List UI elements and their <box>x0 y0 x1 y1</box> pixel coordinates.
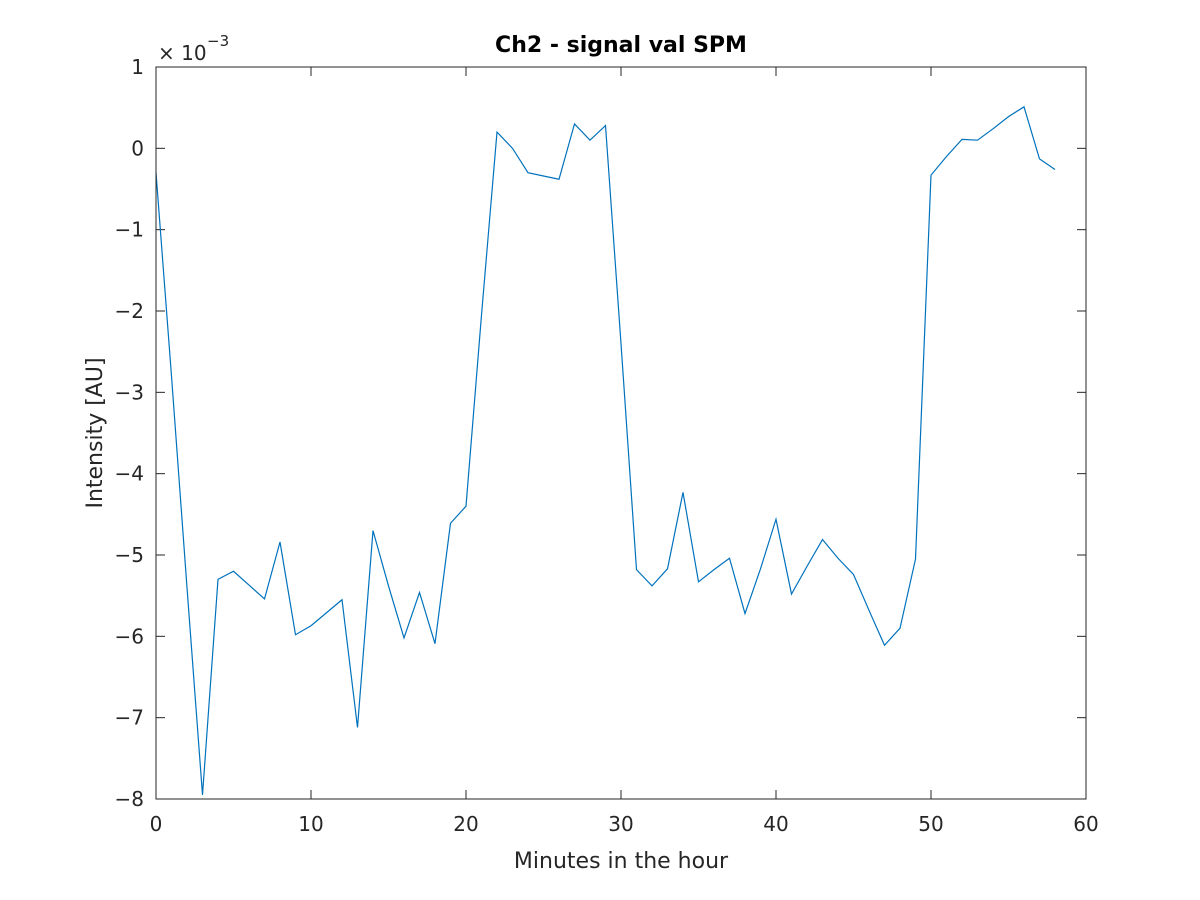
x-tick-label: 30 <box>608 812 633 836</box>
plot-background <box>156 67 1086 799</box>
series-group <box>155 105 1056 795</box>
y-tick-label: −4 <box>115 462 144 486</box>
x-axis-label: Minutes in the hour <box>514 849 729 874</box>
y-tick-label: −2 <box>115 299 144 323</box>
y-tick-label: −5 <box>115 543 144 567</box>
x-tick-label: 0 <box>150 812 163 836</box>
x-tick-label: 20 <box>453 812 478 836</box>
y-tick-label: −6 <box>115 624 144 648</box>
y-tick-label: −7 <box>115 706 144 730</box>
y-tick-label: −3 <box>115 380 144 404</box>
chart-title: Ch2 - signal val SPM <box>495 33 747 58</box>
x-tick-labels: 0 10 20 30 40 50 60 <box>150 812 1099 836</box>
y-tick-label: −8 <box>115 787 144 811</box>
plot-area-border <box>155 66 1087 800</box>
y-exponent-power: −3 <box>207 32 229 50</box>
series-line <box>155 105 1056 795</box>
y-tick-label: −1 <box>115 218 144 242</box>
y-tick-label: 0 <box>131 136 144 160</box>
x-tick-label: 40 <box>763 812 788 836</box>
x-tick-label: 10 <box>298 812 323 836</box>
y-axis-label: Intensity [AU] <box>83 357 108 508</box>
x-tick-label: 60 <box>1073 812 1098 836</box>
y-tick-labels: −8 −7 −6 −5 −4 −3 −2 −1 0 1 <box>115 55 144 811</box>
y-exponent-base: × 10 <box>158 41 207 65</box>
x-tick-label: 50 <box>918 812 943 836</box>
y-tick-label: 1 <box>131 55 144 79</box>
